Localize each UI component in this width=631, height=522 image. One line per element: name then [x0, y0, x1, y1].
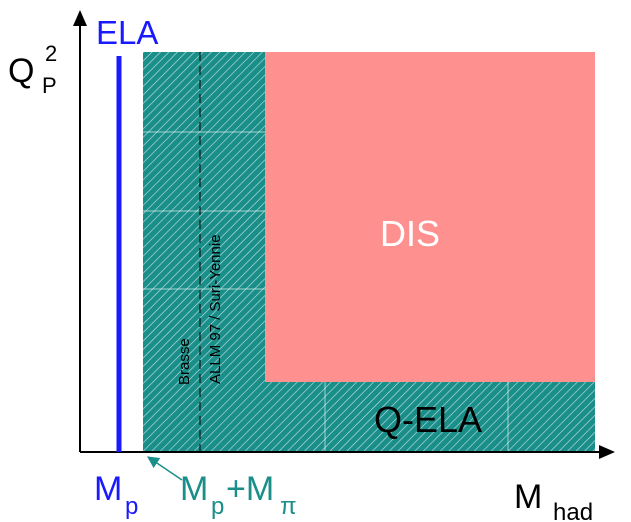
dis-label: DIS	[380, 213, 440, 254]
dis-region	[265, 52, 595, 382]
qela-label: Q-ELA	[374, 399, 482, 440]
x-axis-label-sub: had	[553, 499, 593, 522]
allm-label: ALLM 97 / Suri-Yennie	[207, 234, 224, 384]
mp-mpi-label-s1: p	[211, 493, 224, 520]
y-axis-label-main: Q	[8, 52, 34, 90]
mp-label-sub: p	[125, 493, 138, 520]
ela-label: ELA	[96, 14, 158, 51]
mp-mpi-label-plus: +M	[226, 470, 274, 508]
brasse-label: Brasse	[176, 338, 193, 385]
threshold-arrow-icon	[147, 456, 183, 481]
mp-label: M p	[94, 470, 138, 520]
axes	[73, 10, 615, 459]
x-axis-label: M had	[514, 478, 593, 522]
x-axis-arrow-icon	[599, 445, 615, 459]
y-axis-label-sup: 2	[45, 41, 57, 66]
x-axis-label-main: M	[514, 478, 542, 516]
y-axis-arrow-icon	[73, 10, 87, 26]
y-axis-label-sub: P	[42, 73, 57, 98]
y-axis-label: Q 2 P	[8, 41, 57, 98]
mp-mpi-label-m1: M	[180, 470, 208, 508]
mp-mpi-label-s2: π	[280, 493, 297, 520]
mp-mpi-label: M p +M π	[180, 470, 297, 520]
mp-label-main: M	[94, 470, 122, 508]
